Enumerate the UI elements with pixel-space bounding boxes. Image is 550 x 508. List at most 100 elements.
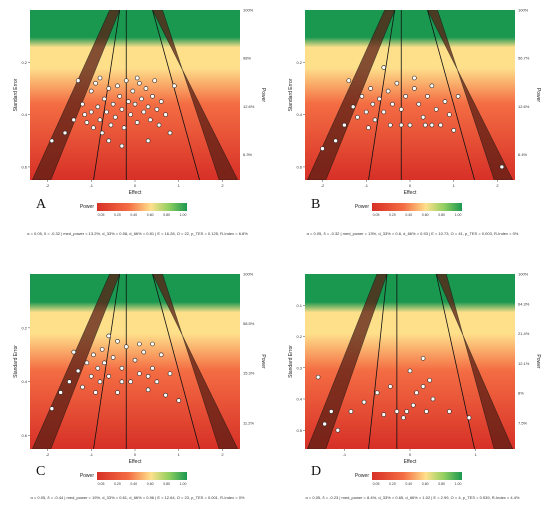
panel-label-c: C <box>36 464 46 479</box>
data-point <box>442 99 448 104</box>
data-point <box>148 117 153 123</box>
data-point <box>394 80 400 86</box>
data-point <box>416 101 422 107</box>
legend-tick-label: 0.20 <box>114 482 121 486</box>
data-point <box>119 107 125 112</box>
power-tick-label: 12.6% <box>243 104 255 109</box>
funnel-line <box>152 10 200 180</box>
data-point <box>420 384 426 389</box>
power-tick-label: 100% <box>243 272 254 277</box>
data-point <box>447 409 452 414</box>
y-tick-label: 0.6 <box>296 164 302 169</box>
data-point <box>429 83 435 89</box>
plot-background <box>305 274 515 449</box>
legend-tick-label: 1.00 <box>455 482 462 486</box>
legend-tick-label: 1.00 <box>180 482 187 486</box>
data-point <box>115 83 120 89</box>
data-point <box>126 99 131 104</box>
data-point <box>163 112 168 117</box>
data-point <box>115 339 120 344</box>
data-point <box>423 122 428 128</box>
data-point <box>106 333 112 339</box>
data-point <box>154 107 160 112</box>
y-tick-label: 0.4 <box>296 112 302 117</box>
data-point <box>412 86 417 91</box>
x-tick-label: -2 <box>321 183 325 188</box>
stats-caption-a: α = 0.05, δ = -0.32 | med_power = 13.2%,… <box>27 231 248 236</box>
y-tick-label: 0.2 <box>21 325 27 330</box>
funnel-band-left <box>306 10 396 180</box>
data-point <box>115 390 120 395</box>
x-tick-label: -1 <box>364 183 368 188</box>
data-point <box>106 138 112 144</box>
data-point <box>80 101 85 107</box>
legend-title: Power <box>80 473 95 479</box>
data-point <box>143 86 149 91</box>
power-axis-label: Power <box>260 354 266 369</box>
legend-colorbar <box>372 472 462 480</box>
legend-tick-label: 0.80 <box>163 213 170 217</box>
data-point <box>359 94 365 99</box>
power-tick-label: 6.4% <box>518 152 528 157</box>
funnel-plot-a: -2 -1 0 1 2 0.2 0.4 0.6 100% 98% 12.6% 6.3% Effect St… <box>13 8 266 218</box>
x-tick-label: 1 <box>475 452 478 457</box>
data-point <box>466 415 472 421</box>
funnel-line <box>368 274 388 449</box>
data-point <box>390 101 395 107</box>
data-point <box>315 374 321 380</box>
legend-title: Power <box>355 473 370 479</box>
data-point <box>361 399 367 405</box>
x-axis-label: Effect <box>404 459 417 465</box>
x-axis-label: Effect <box>129 190 142 196</box>
funnel-plot-c: -2 -1 0 1 2 0.2 0.4 0.6 100% 58.5% 15.3% 11.2% Effec… <box>13 272 266 487</box>
data-point <box>75 368 81 374</box>
power-axis-label: Power <box>260 88 266 103</box>
y-tick-label: 0.3 <box>296 365 302 370</box>
y-axis-label: Standard Error <box>13 345 19 378</box>
power-axis-label: Power <box>535 88 541 103</box>
y-tick-label: 0.4 <box>21 112 27 117</box>
data-point <box>433 107 439 112</box>
legend-tick-label: 1.00 <box>180 213 187 217</box>
data-point <box>128 379 133 384</box>
data-point <box>137 80 142 86</box>
legend-tick-label: 0.80 <box>438 213 445 217</box>
funnel-line <box>368 10 396 180</box>
funnel-band-right <box>152 274 239 449</box>
y-tick-label: 0.2 <box>21 60 27 65</box>
data-point <box>145 374 151 379</box>
funnel-lines <box>31 10 239 180</box>
power-tick-label: 11.2% <box>243 420 254 425</box>
legend-tick-label: 0.80 <box>163 482 170 486</box>
stats-caption-b: α = 0.05, δ = -0.32 | med_power = 13%, d… <box>306 231 519 236</box>
x-tick-label: 1 <box>453 183 456 188</box>
data-point <box>97 379 103 384</box>
x-tick-label: -1 <box>89 452 93 457</box>
panel-a: -2 -1 0 1 2 0.2 0.4 0.6 100% 98% 12.6% 6.3% Effect St… <box>0 0 275 254</box>
legend-tick-label: 0.20 <box>114 213 121 217</box>
data-point <box>137 371 142 376</box>
data-point <box>49 406 55 411</box>
legend-colorbar <box>97 472 187 480</box>
data-point <box>88 109 94 115</box>
legend-tick-label: 0.60 <box>422 482 429 486</box>
data-point <box>366 125 371 130</box>
panel-label-d: D <box>311 464 322 479</box>
data-point <box>348 409 354 414</box>
panel-label-b: B <box>311 197 321 212</box>
data-point <box>119 379 125 384</box>
data-point <box>106 374 112 379</box>
x-tick-label: 1 <box>178 452 181 457</box>
y-tick-label: 0.6 <box>21 433 27 438</box>
data-point <box>132 357 138 363</box>
data-point <box>374 390 380 396</box>
data-point <box>388 122 393 128</box>
funnel-line <box>427 10 475 180</box>
data-point <box>152 78 157 83</box>
data-point <box>394 409 400 414</box>
data-point <box>141 349 147 355</box>
data-point <box>427 377 432 383</box>
data-point <box>150 341 155 347</box>
data-point <box>438 122 443 128</box>
data-point <box>137 341 142 347</box>
